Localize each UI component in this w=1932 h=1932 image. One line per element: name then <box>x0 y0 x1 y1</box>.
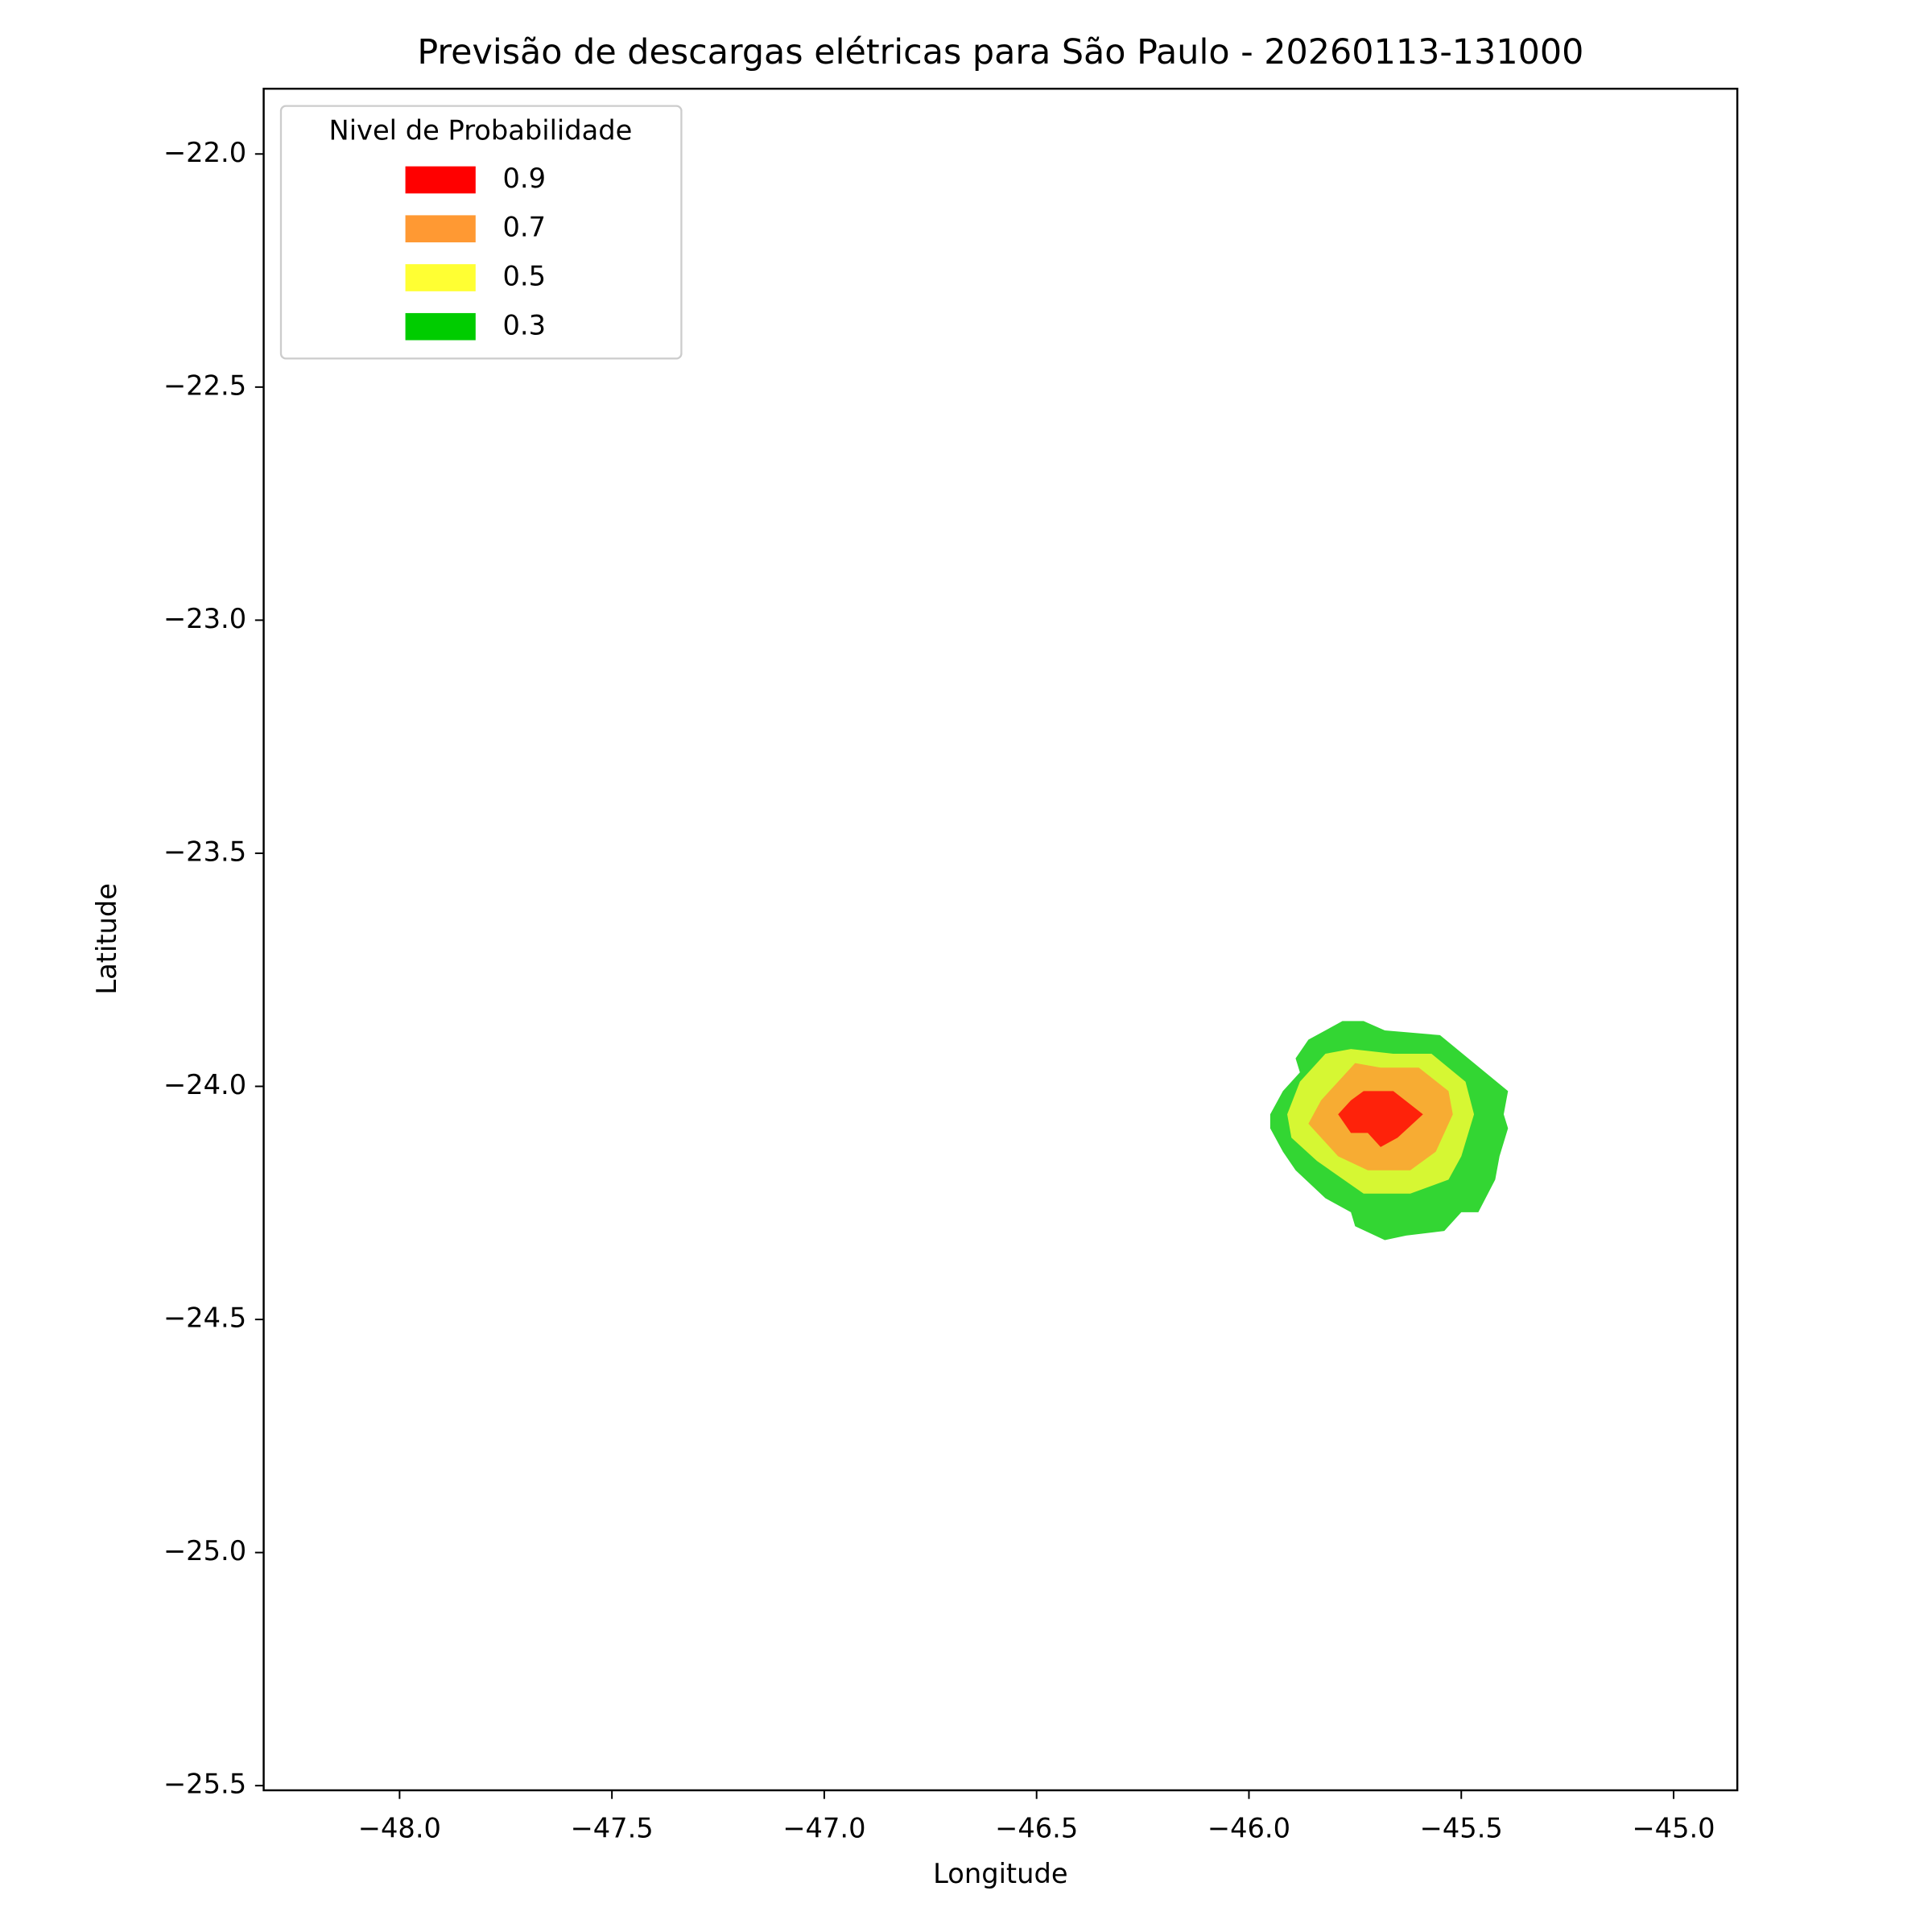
axes-frame <box>262 87 1739 1792</box>
legend-label: 0.5 <box>502 261 546 292</box>
y-tick-label: −25.0 <box>163 1535 246 1567</box>
y-axis-label: Latitude <box>91 883 122 995</box>
x-tick-label: −47.5 <box>571 1812 654 1843</box>
legend-box <box>279 105 683 360</box>
x-tick-label: −45.0 <box>1632 1812 1715 1843</box>
x-tick-label: −47.0 <box>782 1812 865 1843</box>
chart-title: Previsão de descargas elétricas para São… <box>417 32 1583 72</box>
y-tick-label: −24.5 <box>163 1302 246 1334</box>
x-tick-label: −46.5 <box>995 1812 1078 1843</box>
legend-swatch <box>405 215 476 243</box>
contour-region <box>1338 1091 1423 1147</box>
y-tick-label: −24.0 <box>163 1069 246 1100</box>
y-tick-label: −22.5 <box>163 369 246 401</box>
y-tick-label: −23.0 <box>163 603 246 634</box>
legend-swatch <box>405 166 476 194</box>
legend-swatch <box>405 312 476 341</box>
x-tick-label: −46.0 <box>1208 1812 1290 1843</box>
legend-label: 0.3 <box>502 309 546 341</box>
y-tick-label: −22.0 <box>163 137 246 168</box>
legend-label: 0.7 <box>502 212 546 243</box>
legend-swatch <box>405 264 476 291</box>
legend-label: 0.9 <box>502 163 546 194</box>
y-tick-label: −23.5 <box>163 836 246 867</box>
y-tick-label: −25.5 <box>163 1769 246 1800</box>
x-tick-label: −45.5 <box>1420 1812 1503 1843</box>
legend: Nivel de Probabilidade 0.9 0.7 0.5 0.3 <box>279 105 683 360</box>
legend-title: Nivel de Probabilidade <box>329 114 633 146</box>
x-axis-label: Longitude <box>933 1858 1067 1889</box>
x-tick-label: −48.0 <box>358 1812 441 1843</box>
plot-area <box>1269 1021 1509 1241</box>
